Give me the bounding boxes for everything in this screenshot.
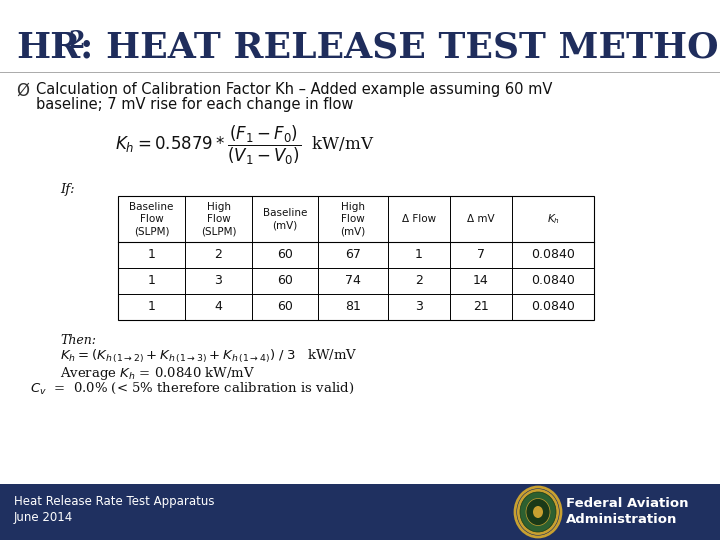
Text: 60: 60: [277, 248, 293, 261]
Text: June 2014: June 2014: [14, 511, 73, 524]
Text: $K_h$: $K_h$: [546, 212, 559, 226]
Text: 4: 4: [215, 300, 222, 314]
Text: 60: 60: [277, 274, 293, 287]
Text: 14: 14: [473, 274, 489, 287]
Ellipse shape: [515, 487, 561, 537]
Text: 1: 1: [148, 300, 156, 314]
Text: 21: 21: [473, 300, 489, 314]
Text: 1: 1: [148, 248, 156, 261]
Ellipse shape: [520, 492, 556, 532]
Text: If:: If:: [60, 183, 75, 196]
Text: 0.0840: 0.0840: [531, 248, 575, 261]
Ellipse shape: [533, 506, 543, 518]
Text: 74: 74: [345, 274, 361, 287]
Text: Ø: Ø: [16, 82, 29, 100]
Text: 2: 2: [68, 29, 84, 53]
Bar: [0, 484, 720, 540]
Text: Federal Aviation: Federal Aviation: [566, 497, 688, 510]
Text: $C_v$  =  0.0% (< 5% therefore calibration is valid): $C_v$ = 0.0% (< 5% therefore calibration…: [30, 381, 354, 396]
Text: High
Flow
(mV): High Flow (mV): [341, 202, 366, 236]
Text: $K_h = (K_{h\,(1\rightarrow 2)} + K_{h\,(1\rightarrow 3)} + K_{h\,(1\rightarrow : $K_h = (K_{h\,(1\rightarrow 2)} + K_{h\,…: [60, 348, 358, 366]
Text: Administration: Administration: [566, 513, 678, 526]
Text: Baseline
(mV): Baseline (mV): [263, 208, 307, 230]
Text: 0.0840: 0.0840: [531, 274, 575, 287]
Text: High
Flow
(SLPM): High Flow (SLPM): [201, 202, 236, 236]
Ellipse shape: [526, 498, 550, 525]
Text: 7: 7: [477, 248, 485, 261]
Text: Then:: Then:: [60, 334, 96, 347]
Text: HR: HR: [16, 31, 80, 65]
Text: : HEAT RELEASE TEST METHOD: : HEAT RELEASE TEST METHOD: [80, 31, 720, 65]
Text: 2: 2: [215, 248, 222, 261]
Bar: [118, 196, 594, 320]
Text: 1: 1: [148, 274, 156, 287]
Text: 0.0840: 0.0840: [531, 300, 575, 314]
Text: 3: 3: [415, 300, 423, 314]
Text: Δ mV: Δ mV: [467, 214, 495, 224]
Text: 3: 3: [215, 274, 222, 287]
Text: Average $K_h$ = 0.0840 kW/mV: Average $K_h$ = 0.0840 kW/mV: [60, 365, 255, 382]
Text: $K_h = 0.5879 * \dfrac{(F_1 - F_0)}{(V_1 - V_0)}$  kW/mV: $K_h = 0.5879 * \dfrac{(F_1 - F_0)}{(V_1…: [115, 124, 374, 167]
Ellipse shape: [517, 489, 559, 535]
Text: 60: 60: [277, 300, 293, 314]
Text: Baseline
Flow
(SLPM): Baseline Flow (SLPM): [130, 202, 174, 236]
Text: 67: 67: [345, 248, 361, 261]
Text: 1: 1: [415, 248, 423, 261]
Text: Calculation of Calibration Factor Kh – Added example assuming 60 mV: Calculation of Calibration Factor Kh – A…: [36, 82, 552, 97]
Text: Δ Flow: Δ Flow: [402, 214, 436, 224]
Text: baseline; 7 mV rise for each change in flow: baseline; 7 mV rise for each change in f…: [36, 97, 354, 112]
Text: 81: 81: [345, 300, 361, 314]
Text: Heat Release Rate Test Apparatus: Heat Release Rate Test Apparatus: [14, 495, 215, 508]
Text: 2: 2: [415, 274, 423, 287]
